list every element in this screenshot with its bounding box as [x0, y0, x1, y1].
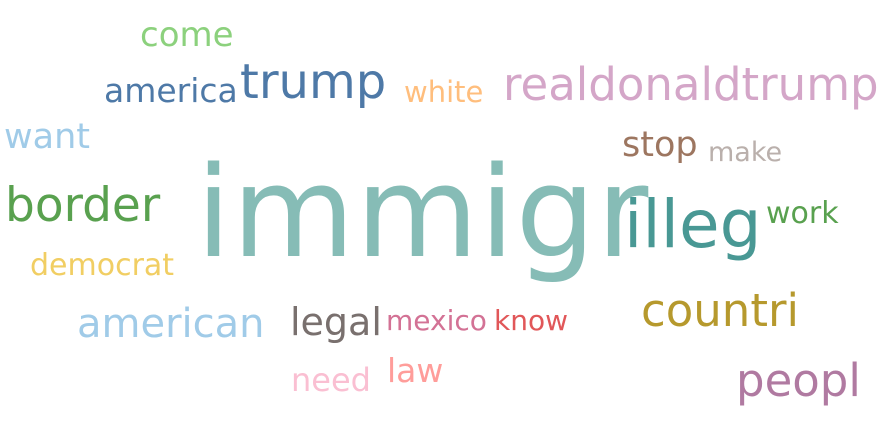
- word-realdonaldtrump: realdonaldtrump: [503, 58, 879, 111]
- word-legal: legal: [290, 300, 382, 344]
- word-work: work: [766, 196, 839, 231]
- word-want: want: [4, 117, 90, 157]
- word-need: need: [291, 361, 371, 399]
- word-law: law: [387, 351, 444, 390]
- word-democrat: democrat: [30, 248, 175, 283]
- word-peopl: peopl: [736, 354, 861, 407]
- word-trump: trump: [240, 54, 387, 110]
- word-mexico: mexico: [386, 304, 487, 337]
- word-border: border: [5, 178, 161, 233]
- word-immigr: immigr: [196, 139, 650, 286]
- word-stop: stop: [622, 125, 698, 165]
- word-countri: countri: [641, 284, 799, 337]
- word-white: white: [404, 75, 484, 109]
- word-illeg: illeg: [624, 186, 762, 263]
- word-know: know: [494, 304, 568, 337]
- word-america: america: [104, 71, 238, 110]
- word-come: come: [140, 15, 234, 55]
- word-make: make: [708, 137, 783, 168]
- word-american: american: [77, 301, 265, 347]
